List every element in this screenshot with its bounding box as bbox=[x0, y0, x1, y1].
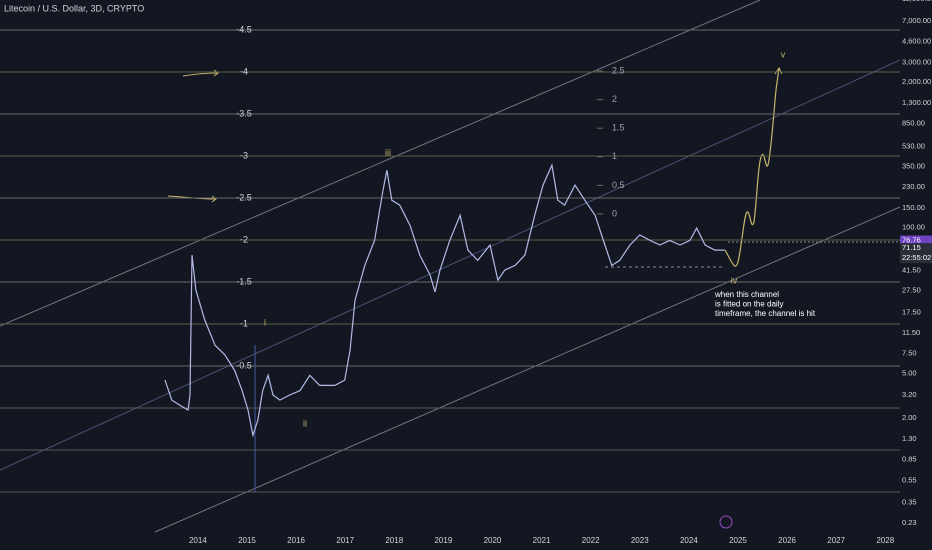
y-tick-label: 1.30 bbox=[902, 434, 917, 443]
x-tick-label: 2026 bbox=[778, 536, 796, 545]
y-tick-label: 17.50 bbox=[902, 307, 921, 316]
fib-label: 1.5 bbox=[612, 123, 625, 133]
y-tick-label: 0.85 bbox=[902, 454, 917, 463]
price-axis bbox=[900, 0, 932, 550]
channel-mid bbox=[0, 59, 901, 471]
y-tick-label: 11.50 bbox=[902, 328, 920, 337]
level-label: -0.5 bbox=[236, 360, 252, 370]
y-tick-label: 2.00 bbox=[902, 413, 917, 422]
y-tick-label: 3,000.00 bbox=[902, 57, 931, 66]
fib-label: 2.5 bbox=[612, 65, 625, 75]
x-tick-label: 2014 bbox=[189, 536, 207, 545]
y-tick-label: 3.20 bbox=[902, 390, 917, 399]
level-label: -3 bbox=[240, 150, 248, 160]
y-tick-label: 0.55 bbox=[902, 476, 917, 485]
level-label: -4 bbox=[240, 66, 248, 76]
y-tick-label: 1,300.00 bbox=[902, 98, 931, 107]
channel-upper bbox=[0, 0, 761, 327]
wave-label: iv bbox=[731, 275, 738, 285]
x-tick-label: 2018 bbox=[385, 536, 403, 545]
y-tick-label: 11,000.00 bbox=[902, 0, 932, 3]
x-tick-label: 2015 bbox=[238, 536, 256, 545]
x-tick-label: 2025 bbox=[729, 536, 747, 545]
y-tick-label: 150.00 bbox=[902, 203, 925, 212]
y-tick-label: 2,000.00 bbox=[902, 77, 931, 86]
y-tick-label: 530.00 bbox=[902, 142, 925, 151]
level-label: -2.5 bbox=[236, 192, 252, 202]
wave-label: v bbox=[781, 49, 786, 59]
y-tick-label: 350.00 bbox=[902, 162, 925, 171]
arrow bbox=[182, 69, 219, 77]
y-tick-label: 7.50 bbox=[902, 349, 917, 358]
y-tick-label: 4,600.00 bbox=[902, 36, 931, 45]
fib-label: 1 bbox=[612, 151, 617, 161]
note: timeframe, the channel is hit bbox=[715, 309, 816, 318]
y-tick-label: 41.50 bbox=[902, 265, 921, 274]
y-tick-label: 7,000.00 bbox=[902, 16, 931, 25]
x-tick-label: 2020 bbox=[484, 536, 502, 545]
y-tick-label: 230.00 bbox=[902, 182, 925, 191]
event-icon bbox=[719, 515, 733, 529]
y-tick-label: 850.00 bbox=[902, 119, 925, 128]
chart-title: Litecoin / U.S. Dollar, 3D, CRYPTO bbox=[4, 3, 144, 13]
countdown: 22:55:02 bbox=[902, 253, 931, 262]
x-tick-label: 2023 bbox=[631, 536, 649, 545]
fib-label: 2 bbox=[612, 94, 617, 104]
y-tick-label: 27.50 bbox=[902, 285, 921, 294]
x-tick-label: 2022 bbox=[582, 536, 600, 545]
level-label: -1.5 bbox=[236, 276, 252, 286]
y-tick-label: 0.23 bbox=[902, 518, 917, 527]
price-tag bbox=[900, 235, 932, 246]
note: is fitted on the daily bbox=[715, 300, 783, 309]
x-tick-label: 2028 bbox=[876, 536, 894, 545]
price-line bbox=[164, 163, 725, 438]
channel-lines bbox=[0, 0, 901, 533]
x-tick-label: 2021 bbox=[533, 536, 551, 545]
y-tick-label: 0.35 bbox=[902, 498, 917, 507]
x-tick-label: 2019 bbox=[434, 536, 452, 545]
fib-label: 0 bbox=[612, 208, 617, 218]
wave-label: i bbox=[264, 317, 266, 327]
fib-label: 0.5 bbox=[612, 180, 625, 190]
channel-lower bbox=[154, 206, 901, 533]
note: when this channel bbox=[714, 290, 779, 299]
level-label: -4.5 bbox=[236, 24, 252, 34]
wave-label: ii bbox=[303, 418, 307, 428]
mark-tag-label: 71.15 bbox=[902, 243, 921, 252]
y-tick-label: 100.00 bbox=[902, 223, 925, 232]
level-label: -2 bbox=[240, 234, 248, 244]
x-tick-label: 2016 bbox=[287, 536, 305, 545]
level-label: -1 bbox=[240, 318, 248, 328]
y-tick-label: 5.00 bbox=[902, 368, 917, 377]
x-tick-label: 2024 bbox=[680, 536, 698, 545]
mark-tag bbox=[900, 243, 932, 264]
x-tick-label: 2017 bbox=[336, 536, 354, 545]
x-tick-label: 2027 bbox=[827, 536, 845, 545]
wave-label: iii bbox=[385, 147, 391, 157]
level-label: -3.5 bbox=[236, 108, 252, 118]
price-tag-label: 76.76 bbox=[902, 235, 921, 244]
